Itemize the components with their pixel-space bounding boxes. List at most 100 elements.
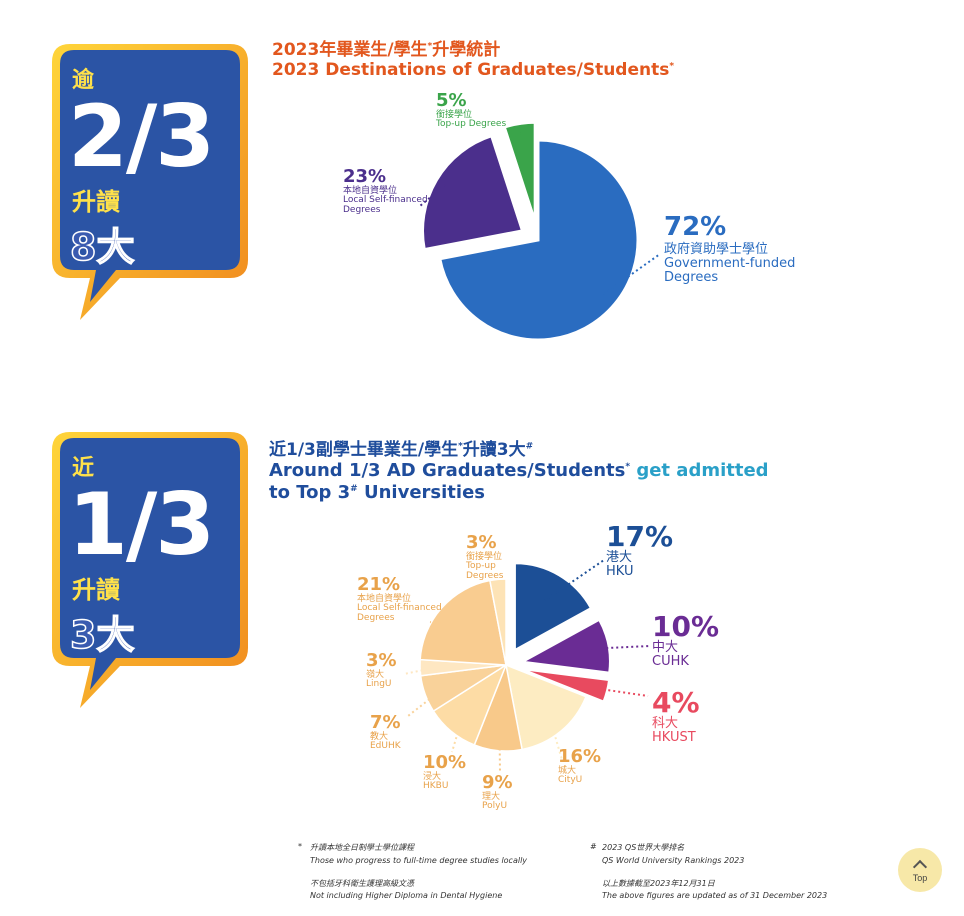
- slice-en: Local Self-financed: [343, 195, 428, 206]
- slice-zh: 中大: [652, 640, 679, 656]
- leader-line: [429, 621, 461, 627]
- footnote-3-en: QS World University Rankings 2023: [602, 856, 745, 865]
- slice-pct: 9%: [482, 772, 513, 793]
- footnote-mark: #: [350, 483, 358, 494]
- leader-line: [419, 184, 446, 207]
- slice-en: Top-up Degrees: [436, 119, 507, 130]
- slice-en: Government-funded: [664, 255, 796, 271]
- slice-en: HKUST: [652, 730, 696, 746]
- footnote-1-en: Those who progress to full-time degree s…: [310, 856, 528, 865]
- section2-title-en-2b: Universities: [357, 481, 485, 503]
- pie-slice-cityu: [505, 663, 587, 751]
- bubble-prefix: 逾: [72, 68, 95, 93]
- section2-heading: 近1/3副學士畢業生/學生*升讀3大# Around 1/3 AD Gradua…: [269, 440, 769, 504]
- slice-pct: 5%: [436, 90, 467, 111]
- pie-slice-local-self-financed-degrees: [419, 579, 507, 666]
- slice-zh: 銜接學位: [436, 109, 473, 120]
- bubble-fraction: 2/3: [68, 87, 215, 187]
- pie-slice-hkust: [523, 668, 610, 703]
- slice-en: HKU: [606, 564, 634, 580]
- slice-pct: 4%: [652, 686, 700, 719]
- slice-label-top-up-2: 3% 銜接學位 Top-up Degrees: [466, 532, 504, 581]
- slice-pct: 17%: [606, 520, 674, 553]
- back-to-top-button[interactable]: Top: [898, 848, 942, 892]
- footnote-4-en: The above figures are updated as of 31 D…: [602, 891, 828, 900]
- section1-title-en: 2023 Destinations of Graduates/Students: [272, 60, 670, 81]
- section2-title-en-accent: get admitted: [630, 460, 769, 482]
- leader-line: [598, 687, 649, 697]
- slice-pct: 21%: [357, 574, 401, 595]
- chevron-up-icon: [912, 859, 928, 875]
- slice-en: Degrees: [357, 612, 395, 623]
- pie-slice-top-up-degrees: [489, 578, 507, 666]
- bubble-outline-text: 8大: [69, 224, 135, 270]
- slice-label-cuhk: 10% 中大 CUHK: [652, 612, 719, 669]
- footnote-2-en: Not including Higher Diploma in Dental H…: [310, 891, 503, 900]
- slice-pct: 10%: [652, 610, 720, 643]
- slice-pct: 3%: [466, 532, 497, 553]
- slice-en: Top-up: [466, 561, 496, 572]
- slice-zh: 政府資助學士學位: [664, 242, 769, 258]
- section2-title-en: Around 1/3 AD Graduates/Students: [269, 460, 626, 482]
- speech-bubble-shape: [52, 44, 248, 320]
- slice-zh: 教大: [370, 731, 389, 742]
- slice-pct: 16%: [558, 746, 602, 767]
- slice-zh: 港大: [606, 550, 633, 566]
- slice-zh: 浸大: [423, 771, 442, 782]
- footnote-2-zh: 不包括牙科衛生護理高級文憑: [310, 879, 414, 888]
- footnote-mark: *: [427, 41, 433, 52]
- pie-chart-1: [419, 120, 661, 342]
- bubble-fraction: 1/3: [68, 475, 215, 575]
- leader-line: [507, 132, 522, 139]
- section1-title-zh: 2023年畢業生/學生: [272, 40, 428, 60]
- pie-slice-local-self-financed-degrees: [421, 133, 525, 252]
- bubble-outline-text: 3大: [69, 612, 135, 658]
- slice-label-government-funded: 72% 政府資助學士學位 Government-funded Degrees: [664, 212, 796, 284]
- slice-label-hkust: 4% 科大 HKUST: [652, 688, 700, 745]
- slice-en: EdUHK: [370, 741, 401, 752]
- leader-line: [403, 666, 438, 675]
- footnote-mark: *: [669, 61, 675, 72]
- slice-en: Degrees: [466, 570, 504, 581]
- section2-title-zh: 近1/3副學士畢業生/學生: [269, 440, 459, 460]
- slice-label-local-self-financed: 23% 本地自資學位 Local Self-financed Degrees: [343, 166, 428, 215]
- slice-label-cityu: 16% 城大 CityU: [558, 746, 602, 786]
- slice-label-top-up: 5% 銜接學位 Top-up Degrees: [436, 90, 507, 130]
- slice-en: PolyU: [482, 801, 508, 812]
- footnote-mark: *: [458, 441, 463, 452]
- slice-en: CityU: [558, 775, 583, 786]
- slice-en: Degrees: [343, 204, 381, 215]
- speech-bubble-shape: [52, 432, 248, 708]
- slice-pct: 23%: [343, 166, 387, 187]
- slice-label-hku: 17% 港大 HKU: [606, 522, 673, 579]
- leader-line: [543, 559, 605, 603]
- slice-zh: 科大: [652, 716, 679, 732]
- footnote-4-zh: 以上數據截至2023年12月31日: [602, 879, 715, 888]
- slice-pct: 7%: [370, 712, 401, 733]
- slice-zh: 銜接學位: [466, 551, 503, 562]
- leader-line: [602, 253, 661, 295]
- pie-slice-government-funded-degrees: [438, 138, 640, 342]
- section1-heading: 2023年畢業生/學生*升學統計 2023 Destinations of Gr…: [272, 40, 674, 81]
- footnote-mark: #: [590, 842, 597, 851]
- leader-line: [498, 587, 501, 593]
- slice-zh: 城大: [558, 765, 577, 776]
- bubble-verb: 升讀: [72, 188, 120, 216]
- section1-title-zh-tail: 升學統計: [432, 40, 501, 60]
- slice-en: CUHK: [652, 654, 689, 670]
- slice-en: Local Self-financed: [357, 603, 442, 614]
- speech-bubble-2: 近 1/3 升讀 3大: [50, 430, 250, 710]
- slice-zh: 理大: [482, 791, 501, 802]
- footnote-1-zh: 升讀本地全日制學士學位課程: [310, 843, 414, 852]
- leader-line: [451, 717, 464, 753]
- slice-zh: 本地自資學位: [343, 185, 398, 196]
- footnote-mark: *: [298, 842, 302, 851]
- slice-zh: 本地自資學位: [357, 593, 412, 604]
- slice-label-lingu: 3% 嶺大 LingU: [366, 650, 397, 690]
- leader-line: [548, 717, 563, 761]
- slice-pct: 3%: [366, 650, 397, 671]
- slice-pct: 72%: [664, 212, 727, 242]
- pie-slice-cuhk: [521, 619, 611, 674]
- footnote-3-zh: 2023 QS世界大學排名: [602, 843, 685, 852]
